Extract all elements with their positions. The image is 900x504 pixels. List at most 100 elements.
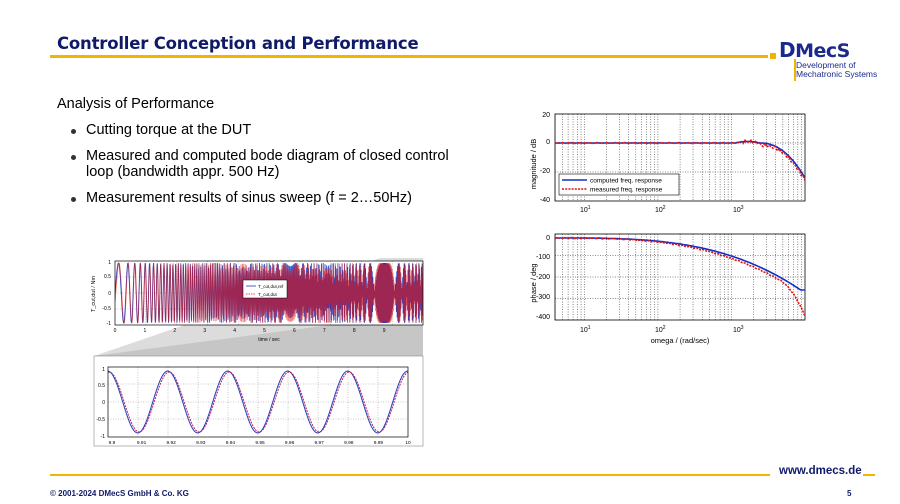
bullet-item: Cutting torque at the DUT — [71, 122, 451, 139]
logo-subtitle-2: Mechatronic Systems — [796, 69, 878, 79]
zoom-xtick: 9.95 — [255, 440, 265, 446]
phase-ytick: -200 — [536, 274, 550, 281]
magnitude-xtick: 101 — [580, 205, 591, 214]
phase-ytick: 0 — [546, 235, 550, 242]
zoom-axes-frame — [107, 366, 409, 438]
zoom-xtick: 9.9 — [109, 440, 116, 446]
bullet-list: Cutting torque at the DUT Measured and c… — [71, 122, 451, 215]
sweep-ytick: 0 — [108, 291, 111, 297]
magnitude-ylabel: magnitude / dB — [529, 139, 538, 189]
bullet-item: Measured and computed bode diagram of cl… — [71, 148, 451, 181]
zoom-ytick: -0.5 — [96, 417, 105, 423]
phase-xtick: 103 — [733, 325, 744, 334]
phase-xlabel: omega / (rad/sec) — [651, 336, 710, 345]
sweep-xtick: 9 — [383, 328, 386, 334]
magnitude-ytick: -40 — [540, 197, 550, 204]
phase-xtick: 102 — [655, 325, 666, 334]
phase-measured-line — [554, 236, 806, 317]
slide-title: Controller Conception and Performance — [57, 34, 419, 53]
bullet-dot-icon — [71, 154, 76, 160]
magnitude-axes-frame — [554, 113, 806, 202]
magnitude-ytick: 20 — [542, 112, 550, 119]
zoom-projection-shade — [94, 325, 423, 356]
sweep-ytick: 1 — [108, 260, 111, 266]
dmecs-logo: DMecS Development of Mechatronic Systems — [779, 38, 879, 82]
zoom-xtick: 9.97 — [315, 440, 325, 446]
logo-wordmark: DMecS — [779, 38, 850, 62]
sweep-xtick: 5 — [263, 328, 266, 334]
sweep-ytick: -1 — [107, 321, 112, 327]
sweep-xlabel: time / sec — [258, 337, 280, 343]
magnitude-measured-line — [554, 138, 806, 181]
phase-ytick: -400 — [536, 314, 550, 321]
legend-box — [558, 173, 680, 196]
footer-divider-end — [863, 474, 875, 476]
zoom-xtick: 9.96 — [285, 440, 295, 446]
sweep-ytick: -0.5 — [102, 306, 111, 312]
magnitude-legend: computed freq. response measured freq. r… — [558, 173, 680, 196]
sweep-legend: T_cut,dut,ref T_cut,dut — [242, 279, 288, 299]
sweep-xtick: 3 — [203, 328, 206, 334]
footer-url-link[interactable]: www.dmecs.de — [779, 465, 862, 477]
logo-rest: MecS — [795, 40, 850, 62]
sweep-xtick: 6 — [293, 328, 296, 334]
zoom-xtick: 9.91 — [137, 440, 147, 446]
sweep-legend-ref-label: T_cut,dut,ref — [258, 284, 284, 289]
sweep-xtick: 1 — [144, 328, 147, 334]
zoom-xtick: 9.93 — [196, 440, 206, 446]
sweep-legend-meas-label: T_cut,dut — [258, 292, 278, 297]
sweep-xtick: 8 — [353, 328, 356, 334]
bullet-text: Cutting torque at the DUT — [86, 122, 252, 138]
legend-computed-label: computed freq. response — [590, 178, 662, 185]
zoom-grid — [108, 367, 408, 437]
zoom-ytick: 0.5 — [98, 383, 105, 389]
sine-sweep-figure: T_cut,dut / Nm 1 0.5 0 -0.5 -1 0 1 2 3 4 5 6 7 8… — [91, 258, 424, 447]
legend-measured-label: measured freq. response — [590, 187, 663, 194]
zoom-ytick: 0 — [102, 400, 105, 406]
phase-axes-frame — [554, 233, 806, 321]
zoom-xticks: 9.9 9.91 9.92 9.93 9.94 9.95 9.96 9.97 9.98 9.99 1… — [109, 440, 411, 446]
section-heading: Analysis of Performance — [57, 96, 215, 112]
sweep-ytick: 0.5 — [104, 274, 111, 280]
logo-bar — [794, 59, 796, 81]
bullet-text: Measurement results of sinus sweep (f = … — [86, 189, 412, 206]
phase-xtick: 101 — [580, 325, 591, 334]
sweep-axes-frame — [114, 260, 424, 326]
magnitude-ytick: -20 — [540, 168, 550, 175]
sweep-xtick: 7 — [323, 328, 326, 334]
logo-subtitle-1: Development of — [796, 60, 856, 70]
zoom-measured-line — [108, 371, 408, 433]
logo-d: D — [779, 38, 796, 62]
sweep-measured-line — [115, 262, 423, 325]
bode-phase-figure: phase / deg 0 -100 -200 -300 -400 101 10… — [529, 233, 806, 345]
sweep-legend-box — [242, 279, 288, 299]
zoom-xtick: 9.99 — [374, 440, 384, 446]
phase-ytick: -300 — [536, 294, 550, 301]
magnitude-ytick: 0 — [546, 139, 550, 146]
sweep-xtick: 4 — [233, 328, 236, 334]
bullet-text: Measured and computed bode diagram of cl… — [86, 147, 449, 181]
title-divider-end — [770, 53, 776, 59]
zoom-xtick: 9.92 — [167, 440, 177, 446]
bode-magnitude-figure: magnitude / dB 20 0 -20 -40 101 102 103 … — [529, 112, 806, 214]
zoom-xtick: 9.98 — [344, 440, 354, 446]
copyright-text: © 2001-2024 DMecS GmbH & Co. KG — [50, 489, 189, 498]
title-divider — [50, 55, 768, 58]
bullet-item: Measurement results of sinus sweep (f = … — [71, 190, 451, 207]
bullet-dot-icon — [71, 129, 76, 134]
magnitude-xtick: 102 — [655, 205, 666, 214]
sweep-xticks: 0 1 2 3 4 5 6 7 8 9 — [114, 328, 386, 334]
bullet-dot-icon — [71, 196, 76, 202]
zoom-xtick: 10 — [405, 440, 411, 446]
phase-ytick: -100 — [536, 254, 550, 261]
footer-divider — [50, 474, 770, 476]
magnitude-xtick: 103 — [733, 205, 744, 214]
zoom-panel — [93, 355, 424, 447]
sweep-xtick: 0 — [114, 328, 117, 334]
zoom-reference-line — [108, 370, 408, 434]
sweep-ylabel: T_cut,dut / Nm — [91, 276, 97, 312]
zoom-xtick: 9.94 — [226, 440, 236, 446]
zoom-ytick: -1 — [101, 434, 106, 440]
zoom-ytick: 1 — [102, 367, 105, 373]
phase-grid — [554, 234, 805, 320]
